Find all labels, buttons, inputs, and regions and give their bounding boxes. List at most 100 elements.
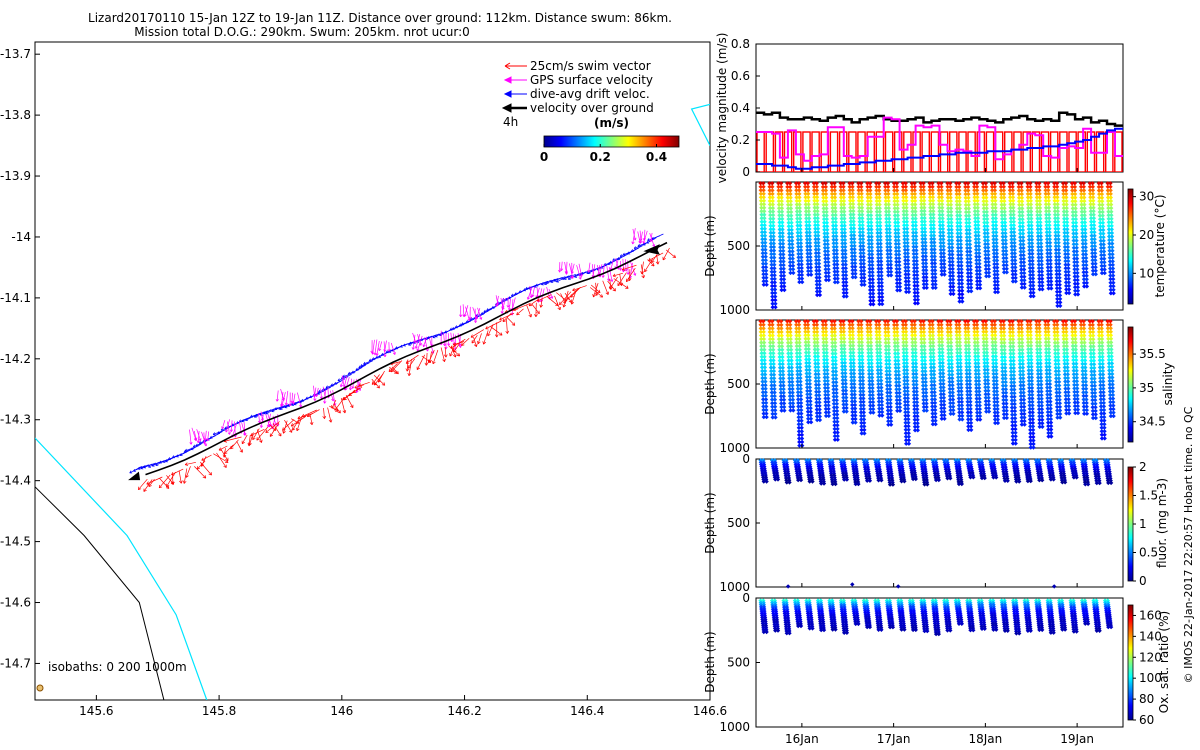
swim-vector-head (239, 449, 243, 453)
drift-vector (563, 273, 577, 280)
swim-speed-bar (848, 131, 857, 172)
data-point (758, 198, 764, 203)
swim-vector-head (516, 311, 520, 316)
legend-item-swim: 25cm/s swim vector (504, 59, 651, 73)
gps-vector-head (447, 343, 451, 346)
gps-vector-head (639, 240, 643, 244)
swim-vector-head (278, 433, 282, 437)
data-point (761, 198, 767, 203)
drift-vector-head (403, 343, 406, 347)
swim-vector (252, 428, 260, 440)
drift-vector-head (395, 346, 398, 350)
swim-vector-head (202, 475, 207, 479)
swim-vector-head (432, 360, 436, 365)
swim-vector (506, 318, 508, 334)
gps-vector (340, 376, 345, 387)
map-x-tick-label: 145.6 (79, 704, 113, 718)
swim-vector (526, 305, 532, 318)
swim-vector (216, 452, 227, 468)
gps-vector-head (284, 402, 288, 406)
data-point (758, 184, 763, 189)
legend-item-ground: velocity over ground (501, 101, 654, 115)
swim-vector-head (407, 372, 412, 377)
gps-vector-head (229, 429, 233, 432)
map-x-tick-label: 145.8 (202, 704, 236, 718)
swim-vector (617, 272, 627, 286)
drift-vector-head (190, 447, 194, 451)
gps-vector (578, 263, 583, 277)
swim-vector (407, 358, 415, 369)
swim-vector-head (334, 407, 338, 411)
drift-vector-head (140, 466, 144, 470)
gps-vector (313, 387, 317, 398)
swim-vector-head (208, 472, 212, 476)
gps-vector-head (392, 352, 396, 355)
data-point (758, 181, 763, 186)
drift-vector (358, 362, 370, 369)
data-point (761, 181, 766, 186)
swim-vector (440, 347, 445, 362)
drift-vector (318, 387, 331, 393)
swim-vector-head (559, 301, 563, 306)
drift-vector-head (371, 357, 375, 361)
swim-vector-head (494, 334, 499, 338)
legend-label-gps: GPS surface velocity (530, 73, 653, 87)
gps-vector (588, 262, 591, 273)
swim-vector-head (502, 318, 506, 322)
swim-speed-bar (1031, 131, 1041, 172)
swim-speed-bar (802, 131, 811, 172)
gps-vector-head (570, 270, 574, 274)
swim-vector (183, 468, 188, 484)
drift-vector-head (245, 418, 249, 422)
gps-vector-head (442, 343, 447, 347)
velocity-y-ticks: 00.20.40.60.8 (731, 37, 760, 179)
data-point (761, 195, 766, 200)
swim-vector (282, 419, 295, 431)
swim-vector (224, 444, 234, 454)
swim-vector-head (146, 481, 150, 485)
velocity-y-tick-label: 0.2 (731, 133, 750, 147)
drift-vector (159, 458, 170, 464)
drift-vector (195, 439, 209, 447)
title-line-2: Mission total D.O.G.: 290km. Swum: 205km… (134, 25, 470, 39)
map-x-ticks: 145.6 145.8 146 146.2 146.4 146.6 (79, 695, 727, 718)
swim-vector-head (248, 442, 252, 446)
colorbar-tick-label: 20 (1139, 228, 1154, 242)
gps-vector (243, 422, 246, 436)
drift-vector-head (165, 459, 168, 463)
swim-vector (292, 417, 301, 431)
gps-vector-head (275, 398, 279, 402)
gps-vector-head (375, 353, 379, 356)
drift-vector-head (439, 333, 443, 337)
swim-vector (602, 280, 609, 295)
gps-vector (576, 265, 582, 280)
swim-vector-head (137, 486, 142, 491)
swim-vector (483, 330, 489, 345)
drift-vector-head (241, 419, 245, 423)
swim-speed-bar (774, 131, 784, 172)
swim-vector-head (282, 427, 286, 431)
swim-vector-head (651, 263, 655, 267)
swim-vector-head (297, 415, 301, 420)
swim-vector-head (641, 275, 646, 279)
drift-vector (190, 443, 202, 451)
swim-vector (429, 351, 432, 363)
swim-vector (146, 476, 163, 485)
drift-vector-head (550, 280, 554, 283)
swim-vector-head (644, 268, 648, 273)
swim-vector-head (655, 261, 660, 265)
drift-vector-head (574, 274, 578, 278)
gps-vector-head (624, 268, 628, 272)
swim-vector (224, 436, 242, 442)
gps-vector (532, 286, 535, 297)
drift-vector-head (609, 260, 613, 264)
swim-vector (148, 478, 155, 487)
drift-vector-head (461, 322, 464, 326)
gps-vector (443, 332, 446, 346)
map-marker (36, 684, 44, 692)
swim-vector-head (222, 454, 227, 458)
swim-vector (590, 284, 601, 293)
drift-vector-head (254, 413, 258, 417)
swim-vector-head (470, 334, 475, 338)
depth-y-tick-label: 1000 (719, 303, 750, 317)
